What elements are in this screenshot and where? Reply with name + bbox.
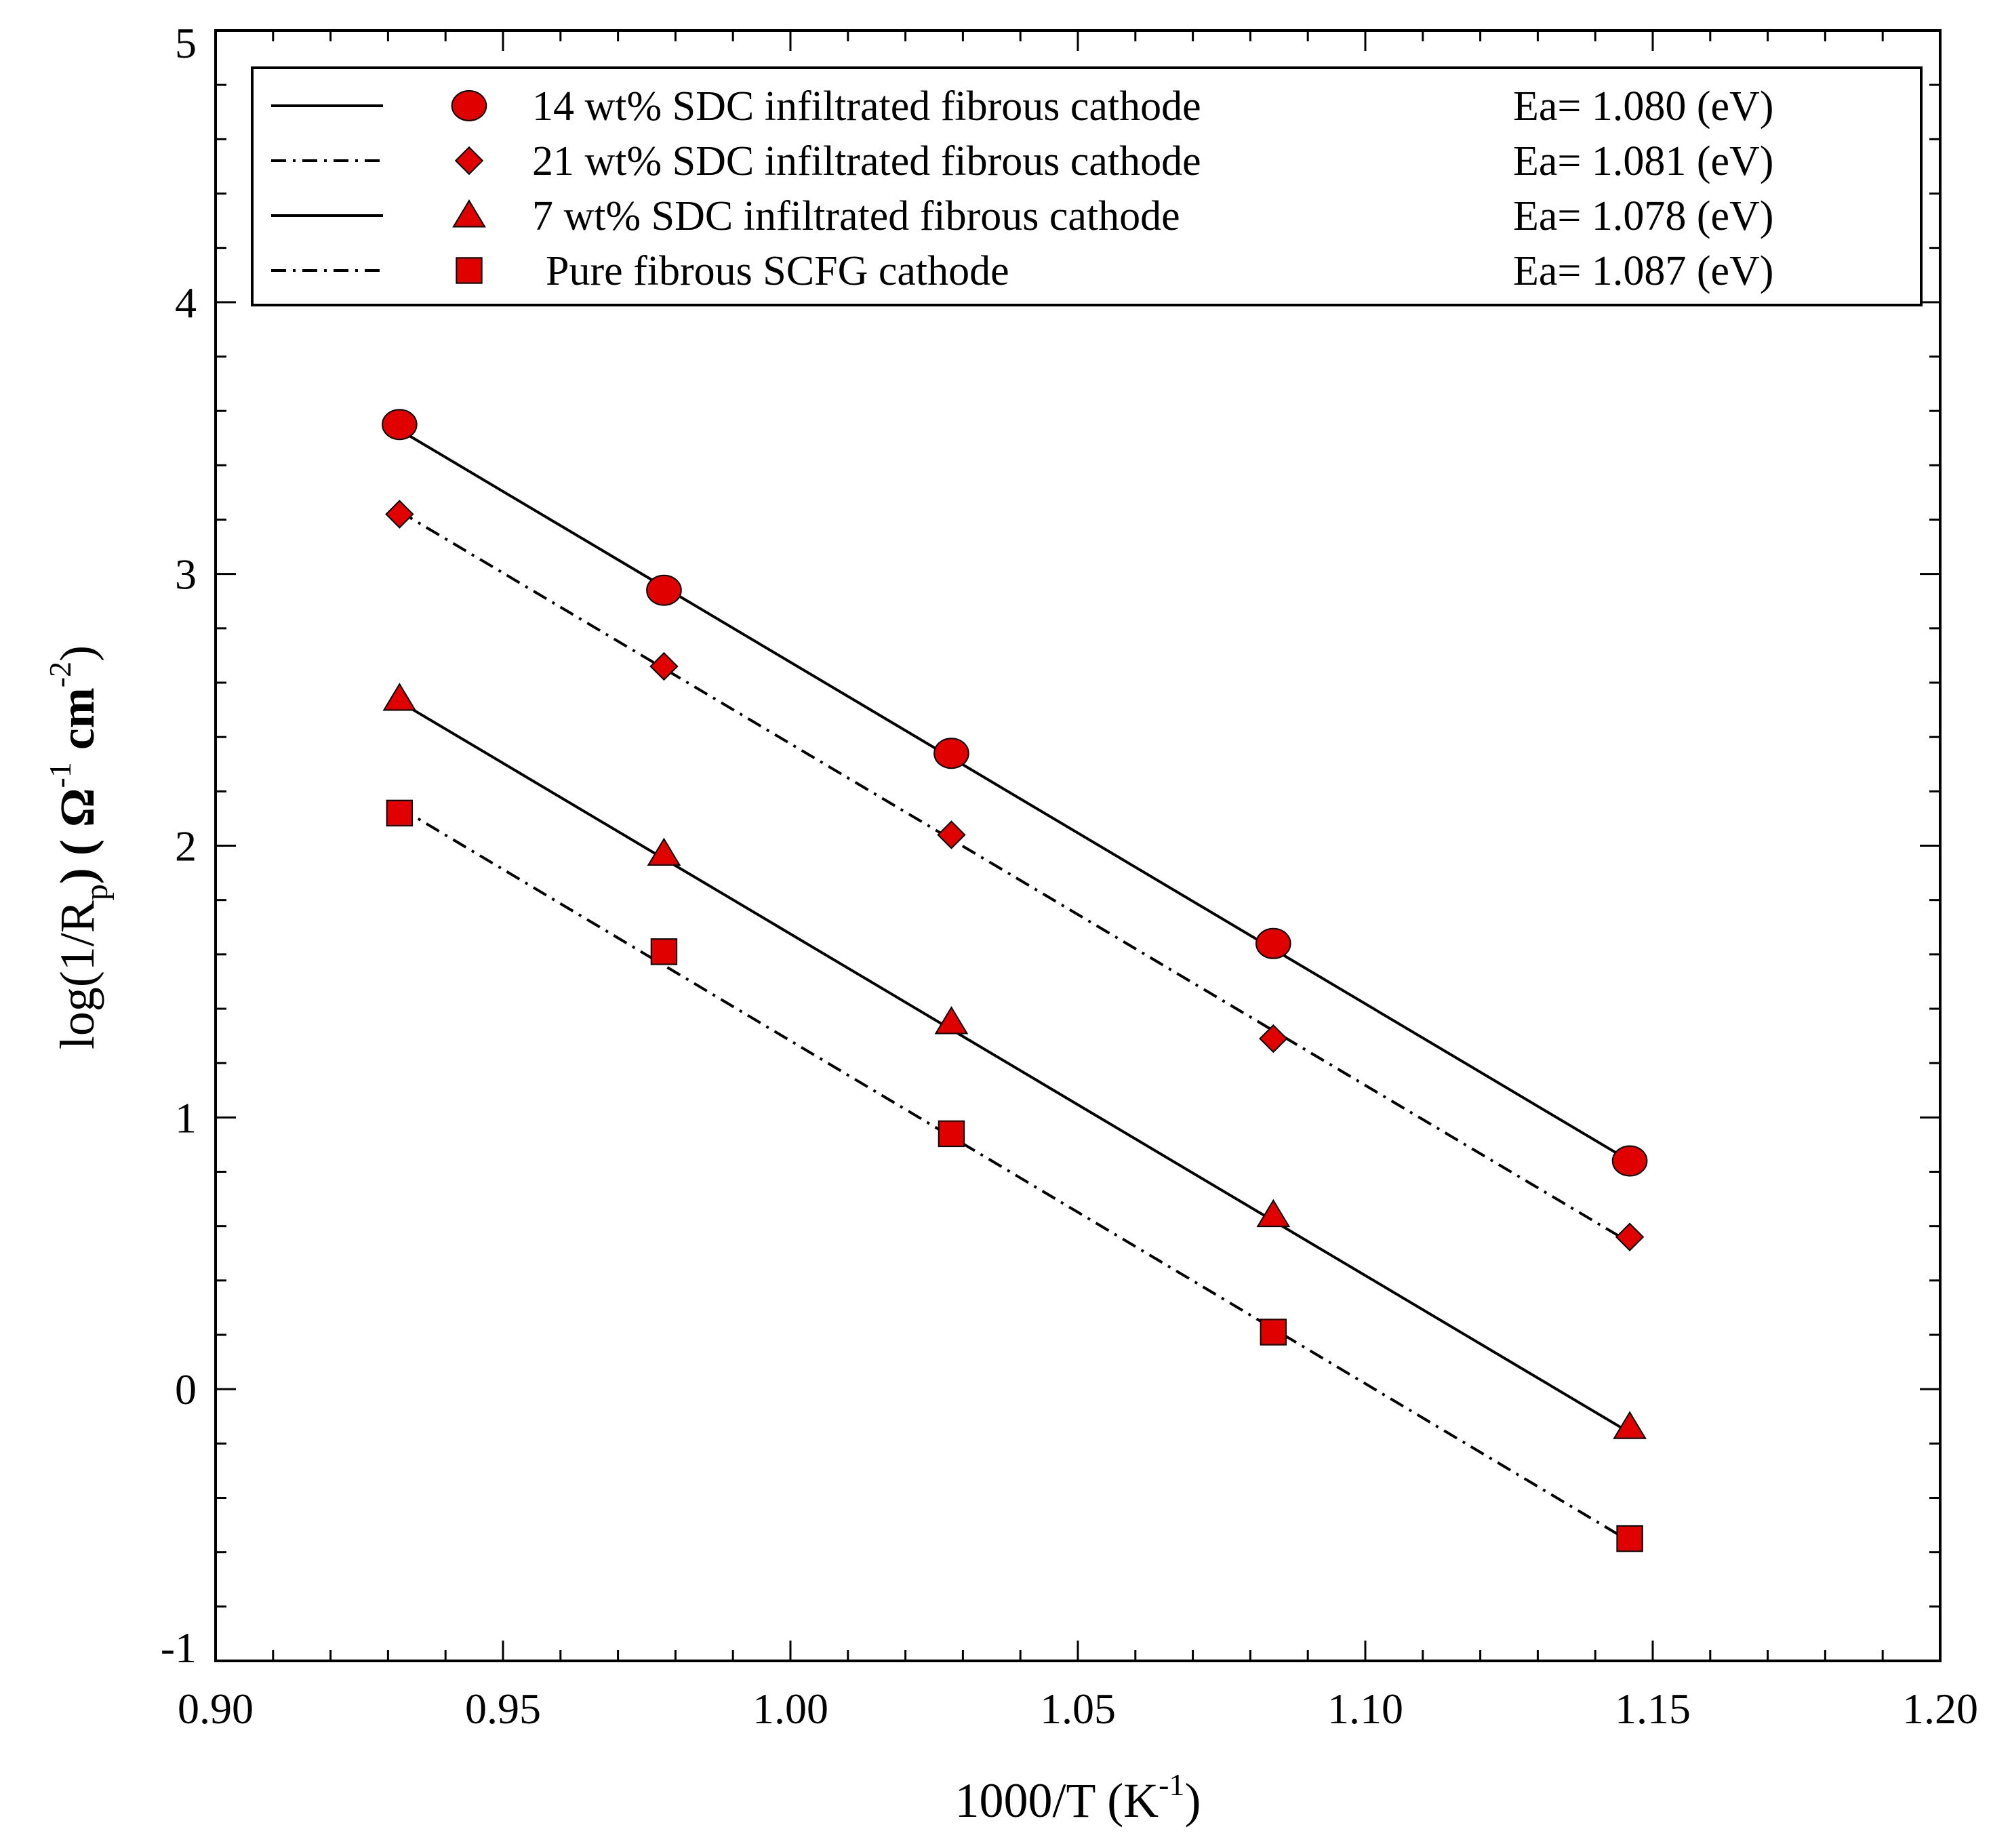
legend-ea-series-4: Ea= 1.087 (eV) — [1513, 248, 1773, 294]
data-point-series-1 — [1611, 1145, 1648, 1177]
y-tick-label: 1 — [175, 1093, 197, 1142]
y-tick-label: 2 — [175, 822, 197, 870]
data-point-series-2 — [385, 500, 414, 529]
data-point-series-4 — [386, 799, 414, 827]
data-point-series-3 — [1256, 1199, 1291, 1228]
x-tick-label: 1.05 — [1040, 1685, 1116, 1733]
data-point-series-1 — [646, 574, 682, 606]
data-point-series-2 — [649, 651, 679, 681]
data-point-series-3 — [647, 837, 681, 866]
legend-marker-series-4 — [456, 257, 483, 284]
data-point-series-4 — [938, 1120, 965, 1148]
x-tick-label: 1.20 — [1902, 1685, 1978, 1733]
data-point-series-2 — [937, 820, 966, 849]
data-point-series-2 — [1615, 1222, 1645, 1251]
legend-label-series-2: 21 wt% SDC infiltrated fibrous cathode — [532, 138, 1201, 184]
x-tick-label: 1.10 — [1327, 1685, 1403, 1733]
fit-line-series-2 — [399, 510, 1631, 1244]
data-point-series-1 — [382, 409, 418, 441]
y-tick-label: 4 — [175, 279, 197, 327]
x-tick-label: 1.15 — [1615, 1685, 1691, 1733]
fit-line-series-1 — [399, 428, 1631, 1163]
fit-line-series-4 — [399, 806, 1631, 1543]
data-point-series-4 — [1260, 1319, 1287, 1346]
data-point-series-3 — [934, 1006, 969, 1035]
legend-marker-series-2 — [454, 146, 484, 176]
legend-label-series-4: Pure fibrous SCFG cathode — [546, 248, 1009, 294]
data-point-series-2 — [1259, 1024, 1288, 1053]
y-tick-label: 0 — [175, 1365, 197, 1413]
y-axis-title: log(1/Rp) ( Ω-1 cm-2) — [43, 645, 115, 1049]
data-point-series-3 — [1613, 1411, 1647, 1439]
y-tick-label: 5 — [175, 19, 197, 67]
legend-label-series-1: 14 wt% SDC infiltrated fibrous cathode — [532, 83, 1201, 129]
legend-marker-series-3 — [452, 199, 486, 228]
data-point-series-4 — [1616, 1525, 1643, 1552]
fit-line-series-3 — [399, 700, 1631, 1434]
legend-ea-series-1: Ea= 1.080 (eV) — [1513, 83, 1773, 129]
data-point-series-4 — [650, 938, 678, 965]
y-tick-label: 3 — [175, 550, 197, 599]
legend-ea-series-2: Ea= 1.081 (eV) — [1513, 138, 1773, 184]
y-tick-label: -1 — [161, 1624, 197, 1672]
x-tick-label: 0.90 — [178, 1685, 254, 1733]
data-point-series-1 — [1255, 927, 1291, 959]
x-tick-label: 0.95 — [465, 1685, 541, 1733]
legend-label-series-3: 7 wt% SDC infiltrated fibrous cathode — [532, 193, 1180, 239]
legend-box — [251, 66, 1923, 306]
legend-ea-series-3: Ea= 1.078 (eV) — [1513, 193, 1773, 239]
x-tick-label: 1.00 — [752, 1685, 828, 1733]
data-point-series-1 — [933, 738, 969, 769]
legend-marker-series-1 — [451, 90, 487, 121]
data-point-series-3 — [382, 683, 417, 711]
x-axis-title: 1000/T (K-1) — [955, 1767, 1201, 1828]
